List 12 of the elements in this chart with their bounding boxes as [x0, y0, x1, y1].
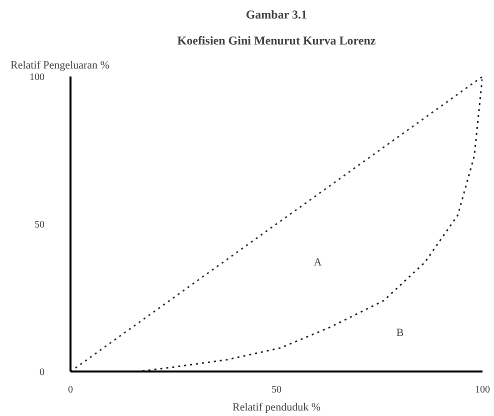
y-tick-label: 100 — [30, 72, 44, 83]
y-tick-label: 0 — [40, 367, 44, 378]
annotation: A — [314, 256, 322, 268]
x-tick-label: 0 — [68, 384, 73, 396]
chart-subtitle: Koefisien Gini Menurut Kurva Lorenz — [177, 34, 376, 48]
x-tick-label: 100 — [475, 384, 490, 396]
y-axis-title: Relatif Pengeluaran % — [10, 60, 110, 72]
annotation: B — [396, 327, 404, 340]
chart-title: Gambar 3.1 — [246, 8, 307, 22]
y-tick-label: 50 — [34, 220, 44, 230]
x-tick-label: 50 — [272, 384, 282, 396]
x-axis-title: Relatif penduduk % — [232, 402, 320, 414]
